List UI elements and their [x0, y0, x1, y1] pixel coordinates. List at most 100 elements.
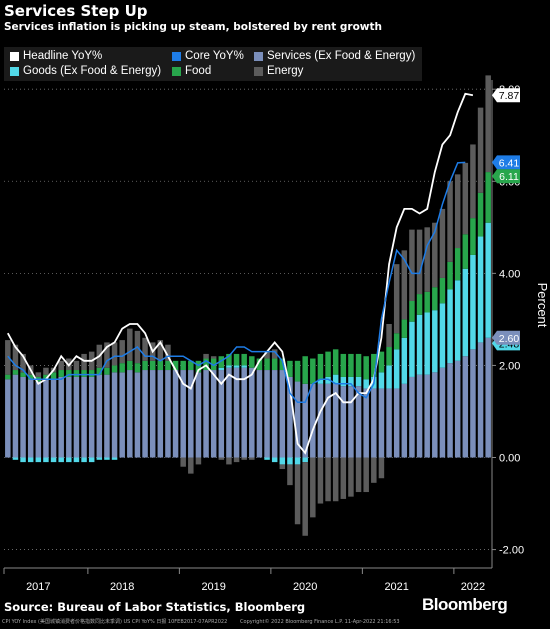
- bar-food: [332, 349, 339, 375]
- bar-services: [111, 372, 118, 458]
- bar-food: [249, 356, 255, 368]
- bar-goods: [287, 457, 293, 465]
- bar-goods: [401, 337, 408, 384]
- bar-energy: [371, 457, 377, 483]
- bar-goods: [432, 310, 438, 373]
- bar-services: [35, 381, 42, 458]
- bar-energy: [104, 342, 110, 368]
- y-tick-label: 0.00: [499, 453, 520, 465]
- y-tick-label: 2.00: [499, 360, 520, 372]
- bar-food: [317, 353, 324, 380]
- bar-food: [218, 356, 225, 368]
- legend-energy: Energy: [254, 65, 303, 77]
- bar-food: [401, 319, 408, 338]
- bar-energy: [111, 342, 118, 366]
- bar-food: [477, 192, 484, 237]
- bar-food: [470, 218, 476, 255]
- bar-energy: [332, 457, 339, 502]
- bar-food: [271, 358, 278, 371]
- value-label-box-food: [492, 169, 520, 184]
- bar-energy: [470, 144, 476, 219]
- legend-swatch-energy: [254, 66, 263, 76]
- bar-services: [165, 370, 171, 458]
- bar-energy: [310, 457, 316, 518]
- bar-food: [157, 360, 164, 371]
- bar-food: [386, 347, 392, 366]
- bar-services: [279, 370, 286, 458]
- bar-services: [424, 374, 430, 458]
- x-tick-label: 2021: [384, 581, 408, 593]
- value-label-text-food: 6.11: [499, 171, 519, 183]
- bar-goods: [111, 457, 118, 460]
- bar-food: [81, 370, 87, 377]
- value-label-box-services: [492, 330, 520, 345]
- bar-energy: [294, 464, 301, 525]
- bar-goods: [485, 222, 491, 338]
- bar-energy: [416, 229, 423, 295]
- line-core: [7, 161, 466, 404]
- bar-services: [249, 367, 255, 458]
- bar-food: [302, 356, 308, 384]
- bar-food: [210, 358, 217, 371]
- bar-goods: [96, 457, 103, 460]
- bar-food: [104, 367, 110, 375]
- bar-energy: [378, 457, 385, 479]
- bar-goods: [302, 457, 308, 463]
- bar-services: [439, 367, 446, 458]
- bar-services: [348, 386, 354, 458]
- legend-food: Food: [172, 65, 211, 77]
- bar-energy: [271, 349, 278, 359]
- legend-core: Core YoY%: [172, 50, 244, 62]
- bar-services: [355, 386, 362, 458]
- bar-food: [66, 370, 72, 377]
- y-tick-label: -2.00: [499, 545, 524, 557]
- bar-services: [127, 370, 133, 458]
- bar-goods: [66, 457, 72, 463]
- bar-goods: [241, 365, 247, 368]
- bar-food: [127, 360, 133, 371]
- bar-energy: [447, 181, 453, 262]
- bar-services: [462, 356, 469, 458]
- bar-services: [317, 383, 324, 458]
- bar-goods: [12, 457, 19, 460]
- bar-services: [409, 376, 415, 458]
- value-label-text-headline: 7.87: [499, 90, 520, 102]
- bar-goods: [332, 374, 339, 384]
- bar-food: [195, 360, 202, 373]
- bar-services: [256, 370, 263, 458]
- bar-services: [149, 370, 156, 458]
- bar-services: [393, 388, 400, 458]
- bar-goods: [355, 376, 362, 387]
- bar-services: [241, 367, 247, 458]
- bar-goods: [386, 365, 392, 389]
- bar-food: [149, 360, 156, 371]
- bar-food: [58, 370, 64, 377]
- bar-goods: [409, 321, 415, 377]
- bar-energy: [325, 457, 331, 502]
- bar-services: [226, 367, 232, 458]
- bar-energy: [264, 351, 270, 359]
- bar-services: [310, 383, 316, 458]
- bar-food: [416, 294, 423, 315]
- bar-food: [371, 353, 377, 377]
- bar-energy: [119, 340, 125, 364]
- bar-energy: [241, 457, 247, 460]
- bar-food: [226, 353, 232, 366]
- bar-energy: [188, 457, 194, 474]
- bar-goods: [424, 312, 430, 375]
- legend-swatch-goods: [10, 66, 19, 76]
- bar-goods: [340, 376, 347, 387]
- bar-energy: [180, 457, 186, 467]
- bar-goods: [43, 457, 49, 463]
- footer-note: CPI YOY Index (美国城镇消费者价格指数同比未季调) US CPI …: [2, 618, 400, 625]
- bar-goods: [218, 367, 225, 371]
- bar-services: [12, 374, 19, 458]
- bar-goods: [50, 457, 57, 463]
- value-label-food: 6.11: [492, 169, 520, 184]
- bar-food: [88, 370, 95, 377]
- bar-energy: [165, 344, 171, 361]
- bar-services: [81, 376, 87, 458]
- bar-energy: [477, 107, 484, 193]
- legend-swatch-food: [172, 66, 181, 76]
- bar-food: [424, 291, 430, 313]
